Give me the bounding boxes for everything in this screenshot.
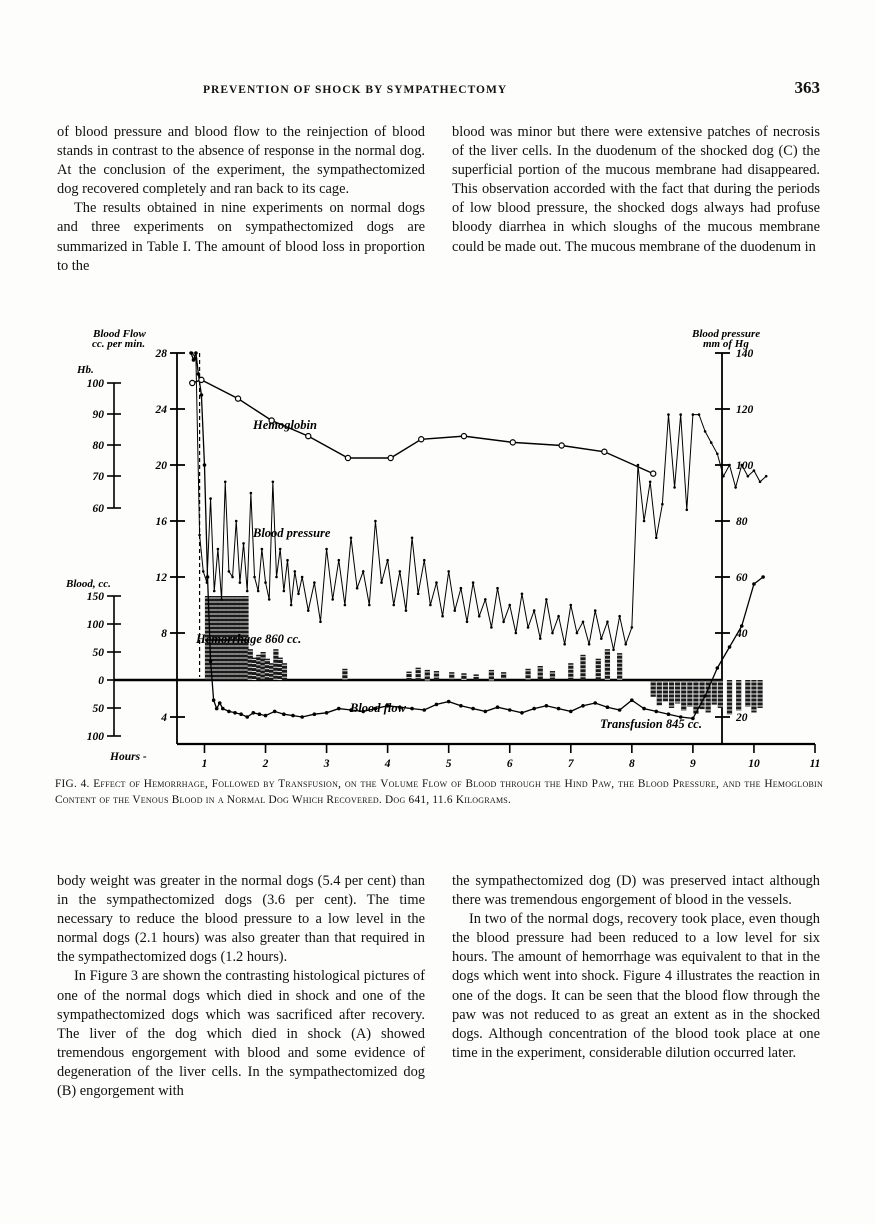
paragraph: In two of the normal dogs, recovery took… (452, 911, 820, 1061)
bloodcc-tick-0: 0 (98, 675, 104, 687)
paragraph: of blood pressure and blood flow to the … (57, 124, 425, 198)
blood-pressure-label: Blood pressure (252, 526, 331, 540)
bloodcc-tick-150: 150 (87, 591, 105, 603)
body-column-bottom-right: the sympathectomized dog (D) was preserv… (452, 872, 820, 1063)
x-tick-7: 7 (568, 758, 575, 770)
blood-pressure-axis-units: mm of Hg (703, 338, 749, 350)
x-tick-8: 8 (629, 758, 635, 770)
blood-flow-axis (170, 352, 185, 744)
bloodcc-tick-100b: 100 (87, 731, 105, 743)
hb-tick-60: 60 (93, 503, 105, 515)
hemoglobin-axis (107, 382, 121, 509)
paragraph: In Figure 3 are shown the contrasting hi… (57, 968, 425, 1100)
blood-cc-axis-title: Blood, cc. (65, 578, 111, 590)
hemoglobin-label: Hemoglobin (252, 418, 317, 432)
x-tick-5: 5 (446, 758, 452, 770)
blood-flow-series (189, 351, 765, 721)
bloodcc-tick-50b: 50 (93, 703, 105, 715)
x-tick-9: 9 (690, 758, 696, 770)
paragraph: the sympathectomized dog (D) was preserv… (452, 873, 820, 909)
bloodcc-tick-100: 100 (87, 619, 105, 631)
blood-flow-axis-title: Blood Flow (92, 328, 147, 340)
x-tick-2: 2 (262, 758, 269, 770)
x-tick-11: 11 (810, 758, 821, 770)
bf-tick-12: 12 (156, 572, 168, 584)
bp-tick-60: 60 (736, 572, 748, 584)
bp-tick-140: 140 (736, 348, 754, 360)
blood-pressure-series (190, 351, 768, 677)
hb-tick-80: 80 (93, 440, 105, 452)
figure-4: Blood Flow cc. per min. Blood pressure m… (55, 325, 823, 775)
page-number: 363 (794, 78, 821, 97)
hemoglobin-series (189, 376, 657, 477)
hemorrhage-bars (204, 596, 623, 681)
bf-tick-16: 16 (156, 516, 168, 528)
blood-pressure-axis-title: Blood pressure (691, 328, 760, 340)
x-tick-1: 1 (202, 758, 208, 770)
chart-svg: Blood Flow cc. per min. Blood pressure m… (65, 328, 821, 770)
x-tick-4: 4 (384, 758, 391, 770)
blood-flow-axis-units: cc. per min. (92, 338, 145, 350)
x-tick-10: 10 (748, 758, 760, 770)
running-head: PREVENTION OF SHOCK BY SYMPATHECTOMY 363 (55, 78, 820, 106)
hb-tick-70: 70 (93, 471, 105, 483)
bf-tick-4: 4 (160, 712, 167, 724)
bp-tick-20: 20 (735, 712, 748, 724)
bf-tick-20: 20 (155, 460, 168, 472)
bf-tick-28: 28 (155, 348, 168, 360)
x-axis (177, 742, 816, 753)
x-axis-label: Hours - (109, 751, 147, 763)
hb-tick-90: 90 (93, 409, 105, 421)
hemorrhage-label: Hemorrhage 860 cc. (195, 632, 301, 646)
x-tick-6: 6 (507, 758, 513, 770)
body-column-top-right: blood was minor but there were extensive… (452, 123, 820, 257)
blood-flow-label: Blood flow (349, 701, 407, 715)
running-head-title: PREVENTION OF SHOCK BY SYMPATHECTOMY (203, 84, 508, 96)
body-column-top-left: of blood pressure and blood flow to the … (57, 123, 425, 276)
figure-caption: FIG. 4. Effect of Hemorrhage, Followed b… (55, 776, 823, 809)
bloodcc-tick-50: 50 (93, 647, 105, 659)
bf-tick-24: 24 (155, 404, 168, 416)
hb-tick-100: 100 (87, 378, 105, 390)
x-tick-3: 3 (323, 758, 330, 770)
hemoglobin-axis-title: Hb. (76, 364, 94, 376)
bp-tick-120: 120 (736, 404, 754, 416)
bp-tick-80: 80 (736, 516, 748, 528)
paragraph: blood was minor but there were extensive… (452, 124, 820, 255)
body-column-bottom-left: body weight was greater in the normal do… (57, 872, 425, 1101)
transfusion-label: Transfusion 845 cc. (600, 717, 702, 731)
paragraph: body weight was greater in the normal do… (57, 873, 425, 966)
bf-tick-8: 8 (161, 628, 167, 640)
transfusion-bars (650, 680, 763, 715)
figure-caption-lead: FIG. 4. (55, 778, 90, 790)
paragraph: The results obtained in nine experiments… (57, 200, 425, 274)
figure-caption-text: Effect of Hemorrhage, Followed by Transf… (55, 778, 823, 807)
blood-cc-axis (107, 595, 121, 737)
